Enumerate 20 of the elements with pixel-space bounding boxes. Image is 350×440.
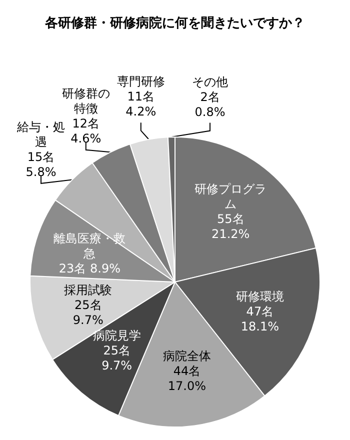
data-label: 15名 5.8% bbox=[26, 150, 56, 179]
slice-label: 専門研修 bbox=[116, 74, 165, 89]
slice-label: 病院全体 bbox=[162, 349, 211, 364]
slice-label: 採用試験 bbox=[64, 283, 112, 298]
data-label: 2名 0.8% bbox=[194, 90, 226, 119]
slice-label: 給与・処遇 bbox=[16, 120, 65, 149]
data-label: 55名 21.2% bbox=[212, 212, 250, 241]
slice-label: 研修プログラム bbox=[194, 182, 267, 211]
chart-title: 各研修群・研修病院に何を聞きたいですか？ bbox=[44, 15, 305, 31]
data-label: 47名 18.1% bbox=[240, 304, 280, 334]
slice-label: 離島医療・救急 bbox=[54, 232, 126, 261]
data-label: 23名 8.9% bbox=[58, 262, 120, 276]
data-label: 12名 4.6% bbox=[70, 116, 102, 146]
slice-label: その他 bbox=[192, 74, 228, 89]
data-label: 25名 9.7% bbox=[72, 298, 104, 328]
slice-label: 研修環境 bbox=[236, 289, 284, 304]
data-label: 11名 4.2% bbox=[126, 90, 156, 119]
data-label: 25名 9.7% bbox=[102, 344, 132, 373]
slice-label: 研修群の特徴 bbox=[62, 86, 110, 116]
data-label: 44名 17.0% bbox=[168, 364, 206, 394]
